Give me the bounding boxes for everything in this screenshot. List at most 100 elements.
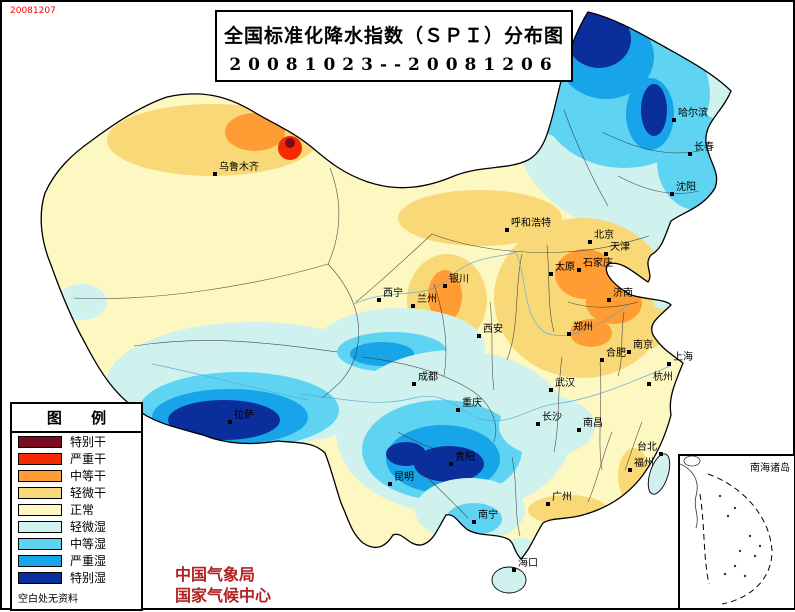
city-marker (670, 192, 674, 196)
city-marker (549, 388, 553, 392)
legend-items: 特别干 严重干中等干轻微干正常轻微湿中等湿严重湿特别湿 (12, 433, 141, 586)
city-label: 武汉 (555, 376, 575, 389)
legend-item: 严重湿 (12, 552, 141, 569)
title-box: 全国标准化降水指数（ＳＰＩ）分布图 20081023--20081206 (215, 10, 573, 82)
city-label: 台北 (637, 440, 657, 453)
city-marker (567, 332, 571, 336)
legend-swatch (18, 486, 62, 499)
legend-swatch (18, 435, 62, 448)
city-label: 广州 (552, 491, 572, 503)
city-label: 海口 (518, 556, 538, 569)
legend-swatch (18, 571, 62, 584)
city-marker (549, 272, 553, 276)
city-label: 济南 (613, 286, 633, 299)
city-marker (647, 382, 651, 386)
spi-regions (57, 12, 731, 559)
city-marker (667, 362, 671, 366)
taiwan-island (647, 453, 671, 495)
city-marker (456, 408, 460, 412)
province-borders (73, 109, 705, 537)
city-marker (688, 152, 692, 156)
city-marker (536, 422, 540, 426)
city-marker (627, 350, 631, 354)
city-marker (600, 358, 604, 362)
city-label: 北京 (594, 228, 614, 241)
city-label: 石家庄 (583, 256, 613, 269)
legend-item: 中等干 (12, 467, 141, 484)
legend-swatch (18, 469, 62, 482)
legend-label: 正常 (70, 503, 95, 517)
city-label: 南京 (633, 338, 653, 351)
city-label: 天津 (610, 241, 630, 253)
city-label: 贵阳 (455, 450, 475, 463)
city-marker (577, 428, 581, 432)
corner-stamp: 20081207 (10, 6, 56, 16)
legend-swatch (18, 452, 62, 465)
city-label: 上海 (673, 350, 693, 363)
legend-item: 特别干 (12, 433, 141, 450)
city-marker (628, 468, 632, 472)
city-label: 重庆 (462, 396, 482, 409)
legend: 图 例 特别干 严重干中等干轻微干正常轻微湿中等湿严重湿特别湿 空白处无资料 (10, 402, 143, 611)
inset-hainan (683, 455, 701, 467)
city-label: 沈阳 (676, 180, 696, 193)
city-marker (672, 118, 676, 122)
city-marker (577, 268, 581, 272)
city-marker (659, 452, 663, 456)
city-marker (388, 482, 392, 486)
nine-dash-line (699, 473, 773, 605)
city-label: 呼和浩特 (511, 217, 551, 229)
city-label: 合肥 (606, 346, 626, 359)
legend-item: 轻微湿 (12, 518, 141, 535)
legend-item: 特别湿 (12, 569, 141, 586)
agency-line2: 国家气候中心 (175, 586, 272, 605)
legend-no-data: 空白处无资料 (18, 594, 78, 605)
legend-label: 特别湿 (70, 571, 107, 585)
city-label: 兰州 (417, 292, 437, 305)
south-china-sea-inset: 南海诸岛 (678, 454, 795, 610)
city-marker (512, 568, 516, 572)
city-marker (412, 382, 416, 386)
hainan-island (491, 566, 527, 594)
legend-swatch (18, 554, 62, 567)
city-label: 杭州 (653, 370, 673, 383)
legend-label: 特别干 (70, 435, 107, 449)
city-label: 银川 (449, 272, 469, 285)
legend-label: 中等干 (70, 469, 107, 483)
legend-label: 中等湿 (70, 537, 107, 551)
legend-label: 严重湿 (70, 554, 107, 568)
city-marker (472, 520, 476, 524)
map-date-range: 20081023--20081206 (229, 55, 559, 75)
legend-swatch (18, 537, 62, 550)
city-label: 西安 (483, 322, 503, 335)
city-label: 福州 (634, 456, 654, 469)
rivers (151, 251, 671, 422)
city-marker (443, 284, 447, 288)
legend-label: 轻微湿 (70, 520, 107, 534)
inset-islands (718, 494, 762, 578)
legend-title: 图 例 (12, 404, 141, 433)
city-marker (411, 304, 415, 308)
legend-item: 中等湿 (12, 535, 141, 552)
city-label: 南昌 (583, 416, 603, 429)
legend-swatch (18, 503, 62, 516)
agency-credit: 中国气象局 国家气候中心 (175, 564, 271, 606)
city-marker (505, 228, 509, 232)
city-label: 太原 (555, 260, 575, 273)
city-marker (377, 298, 381, 302)
city-label: 郑州 (573, 320, 593, 333)
city-marker (604, 252, 608, 256)
city-label: 哈尔滨 (678, 106, 708, 119)
city-marker (588, 240, 592, 244)
inset-label: 南海诸岛 (750, 463, 790, 474)
city-label: 乌鲁木齐 (219, 160, 259, 173)
legend-label: 轻微干 (70, 486, 107, 500)
city-label: 长春 (694, 141, 714, 153)
city-marker (607, 298, 611, 302)
city-label: 南宁 (478, 508, 498, 521)
city-label: 昆明 (394, 471, 414, 483)
legend-item: 严重干 (12, 450, 141, 467)
city-label: 拉萨 (234, 408, 254, 421)
